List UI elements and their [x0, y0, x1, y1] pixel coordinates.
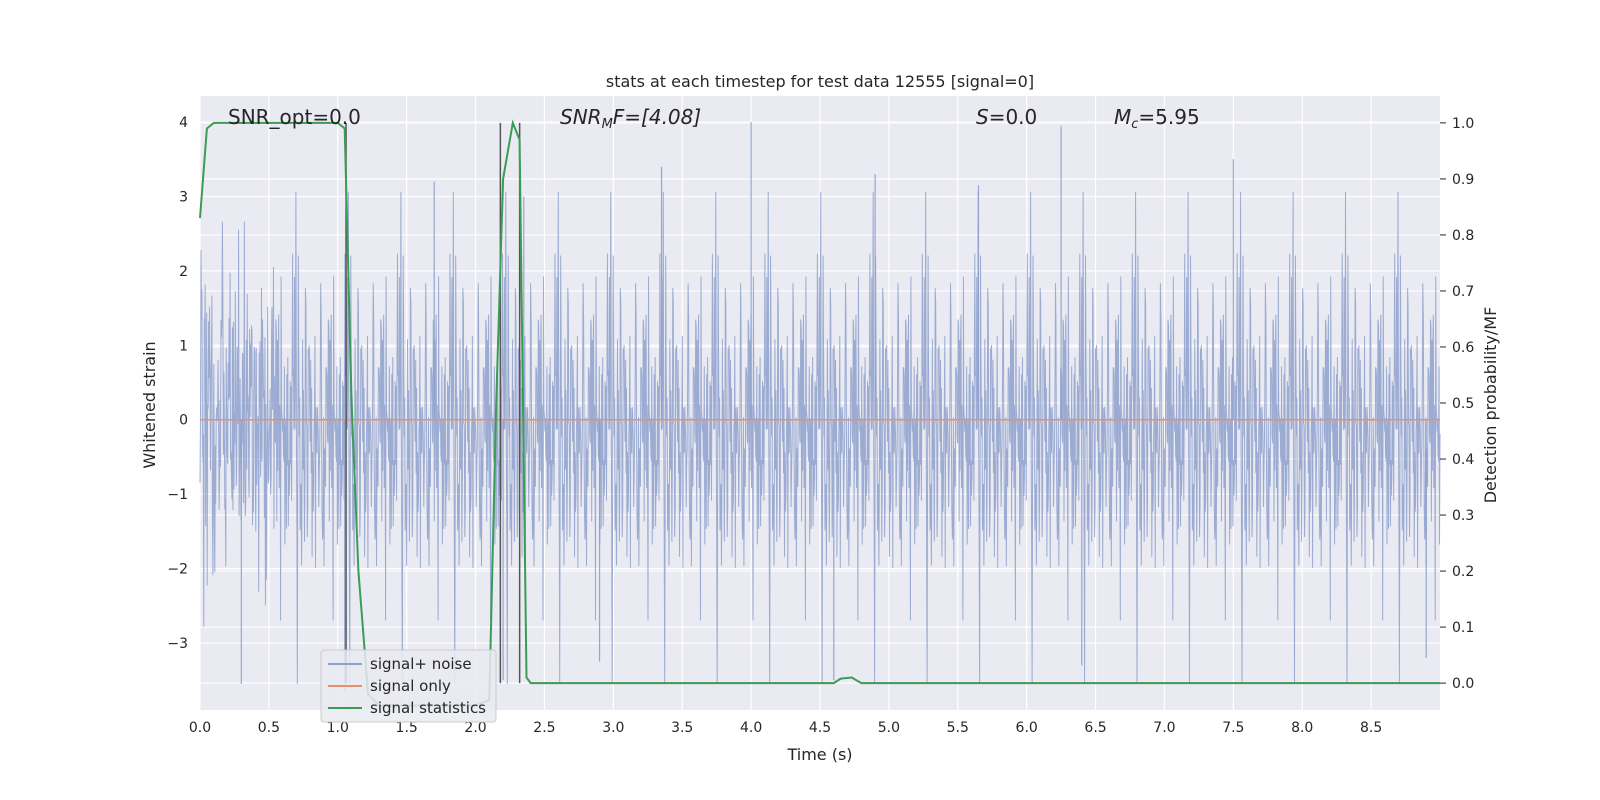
mc-sub: c — [1131, 117, 1138, 132]
s-value: =0.0 — [989, 105, 1038, 129]
x-tick-label: 2.0 — [464, 720, 486, 736]
noise-trace — [199, 191, 1441, 685]
y2-tick-label: 1.0 — [1452, 116, 1474, 132]
snr-mf-sub: M — [602, 117, 613, 132]
y-axis-label: Whitened strain — [140, 341, 159, 468]
y-tick-label: −3 — [167, 636, 188, 652]
x-tick-label: 0.5 — [258, 720, 280, 736]
annotation-mc: Mc=5.95 — [1114, 105, 1200, 132]
series-signal-statistics — [199, 119, 1440, 707]
x-tick-label: 3.0 — [602, 720, 624, 736]
y2-tick-label: 0.0 — [1452, 676, 1474, 692]
x-tick-label: 3.5 — [671, 720, 693, 736]
snr-mf-base: SNR — [560, 105, 602, 129]
y2-tick-label: 0.6 — [1452, 340, 1474, 356]
x-tick-label: 4.5 — [809, 720, 831, 736]
y-tick-label: 2 — [179, 264, 188, 280]
annotation-snr-mf: SNRMF=[4.08] — [560, 105, 701, 132]
x-axis-label: Time (s) — [786, 745, 852, 764]
y2-axis-label: Detection probability/MF — [1481, 307, 1500, 504]
x-tick-label: 7.5 — [1222, 720, 1244, 736]
x-tick-label: 1.0 — [327, 720, 349, 736]
legend-label-signal-only: signal only — [370, 677, 451, 695]
x-tick-label: 4.0 — [740, 720, 762, 736]
s-label: S — [976, 105, 989, 129]
y2-tick-label: 0.4 — [1452, 452, 1474, 468]
x-tick-label: 0.0 — [189, 720, 211, 736]
y-tick-label: 1 — [179, 338, 188, 354]
x-tick-label: 7.0 — [1153, 720, 1175, 736]
x-tick-labels: 0.0 0.5 1.0 1.5 2.0 2.5 3.0 3.5 4.0 4.5 5.0 5.5 6.0 6… — [189, 720, 1382, 736]
x-tick-label: 1.5 — [396, 720, 418, 736]
y2-tick-label: 0.3 — [1452, 508, 1474, 524]
y2-tick-labels: 0.0 0.1 0.2 0.3 0.4 0.5 0.6 0.7 0.8 0.9 1.0 — [1440, 116, 1474, 692]
series-signal-noise — [199, 122, 1441, 692]
y-tick-label: 3 — [179, 189, 188, 205]
snr-mf-rest: F=[4.08] — [613, 105, 701, 129]
mc-value: =5.95 — [1138, 105, 1199, 129]
y2-tick-label: 0.2 — [1452, 564, 1474, 580]
y-tick-labels: −3 −2 −1 0 1 2 3 4 — [167, 115, 188, 652]
signal-statistics-line — [199, 119, 1440, 707]
legend-label-signal-noise: signal+ noise — [370, 655, 472, 673]
legend-box — [320, 649, 497, 723]
x-tick-label: 6.0 — [1016, 720, 1038, 736]
chart-title: stats at each timestep for test data 125… — [606, 72, 1034, 91]
y-tick-label: −1 — [167, 487, 188, 503]
y2-tick-label: 0.7 — [1452, 284, 1474, 300]
legend: signal+ noise signal only signal statist… — [320, 649, 497, 723]
annotation-s: S=0.0 — [976, 105, 1037, 129]
mc-base: M — [1114, 105, 1131, 129]
y2-tick-label: 0.8 — [1452, 228, 1474, 244]
x-tick-label: 2.5 — [533, 720, 555, 736]
x-tick-label: 5.5 — [947, 720, 969, 736]
y2-tick-label: 0.5 — [1452, 396, 1474, 412]
x-tick-label: 5.0 — [878, 720, 900, 736]
legend-label-signal-statistics: signal statistics — [370, 699, 486, 717]
x-tick-label: 8.0 — [1291, 720, 1313, 736]
x-tick-label: 8.5 — [1360, 720, 1382, 736]
y2-tick-label: 0.9 — [1452, 172, 1474, 188]
y-tick-label: 4 — [179, 115, 188, 131]
y-tick-label: −2 — [167, 562, 188, 578]
annotation-snr-opt: SNR_opt=0.0 — [228, 105, 361, 129]
y2-tick-label: 0.1 — [1452, 620, 1474, 636]
y-tick-label: 0 — [179, 413, 188, 429]
x-tick-label: 6.5 — [1084, 720, 1106, 736]
